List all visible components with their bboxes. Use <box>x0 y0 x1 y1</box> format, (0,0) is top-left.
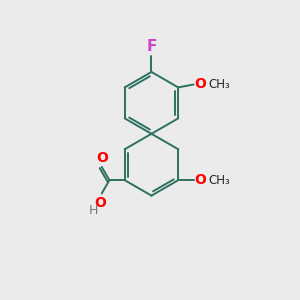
Text: CH₃: CH₃ <box>209 174 231 187</box>
Text: O: O <box>194 77 206 92</box>
Text: F: F <box>146 39 157 54</box>
Text: O: O <box>194 173 206 187</box>
Text: O: O <box>94 196 106 210</box>
Text: CH₃: CH₃ <box>209 78 231 91</box>
Text: O: O <box>96 151 108 165</box>
Text: H: H <box>89 204 98 217</box>
